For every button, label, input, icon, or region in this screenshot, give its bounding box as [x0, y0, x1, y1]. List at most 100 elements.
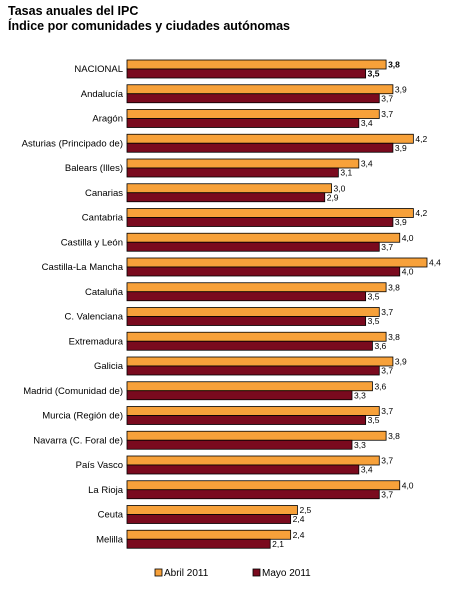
bar-abril [126, 133, 414, 144]
value-label-mayo: 3,6 [374, 341, 386, 351]
category-label: NACIONAL [74, 64, 123, 75]
bar-abril [126, 430, 387, 441]
bar-abril [126, 381, 373, 392]
bar-mayo [126, 266, 401, 277]
value-label-mayo: 3,4 [361, 465, 373, 475]
value-label-mayo: 3,5 [368, 291, 380, 301]
value-label-abril: 3,7 [381, 109, 393, 119]
category-label: Ceuta [98, 510, 124, 521]
value-label-abril: 3,7 [381, 307, 393, 317]
bar-abril [126, 208, 414, 218]
bar-abril [126, 307, 380, 317]
chart-titles: Tasas anuales del IPC Índice por comunid… [8, 4, 290, 34]
category-label: País Vasco [76, 460, 123, 471]
value-label-abril: 3,4 [361, 159, 373, 169]
bar-mayo [126, 68, 367, 79]
bar-mayo [126, 118, 360, 128]
category-label: Cantabria [82, 213, 124, 224]
value-label-abril: 3,6 [374, 381, 386, 391]
category-label: La Rioja [88, 485, 124, 496]
value-label-mayo: 3,3 [354, 440, 366, 450]
legend-mayo-swatch [252, 568, 261, 577]
bar-abril [126, 84, 394, 95]
value-label-mayo: 2,4 [293, 514, 305, 524]
bar-mayo [126, 538, 271, 549]
bar-abril [126, 331, 387, 342]
value-label-mayo: 2,9 [327, 192, 339, 202]
category-label: Asturias (Principado de) [22, 138, 123, 149]
bar-abril [126, 232, 401, 243]
value-label-mayo: 2,1 [272, 539, 284, 549]
value-label-abril: 4,2 [415, 208, 427, 218]
value-label-abril: 4,2 [415, 134, 427, 144]
value-label-abril: 4,4 [429, 258, 441, 268]
value-label-abril: 3,8 [388, 431, 400, 441]
legend-mayo-label: Mayo 2011 [262, 568, 311, 579]
bar-abril [126, 109, 380, 119]
category-label: Melilla [96, 534, 124, 545]
value-label-abril: 4,0 [402, 480, 414, 490]
bar-abril [126, 505, 298, 515]
value-label-abril: 3,9 [395, 84, 407, 94]
bar-mayo [126, 489, 380, 500]
value-label-mayo: 3,3 [354, 390, 366, 400]
bar-mayo [126, 316, 367, 326]
category-label: Galicia [94, 361, 124, 372]
bar-abril [126, 257, 428, 268]
category-label: C. Valenciana [65, 312, 124, 323]
bar-mayo [126, 142, 394, 153]
bar-mayo [126, 415, 367, 425]
bar-abril [126, 183, 332, 194]
category-label: Extremadura [69, 336, 124, 347]
bar-abril [126, 455, 380, 466]
bar-mayo [126, 390, 353, 401]
bar-mayo [126, 192, 326, 203]
value-label-mayo: 3,5 [368, 316, 380, 326]
bar-mayo [126, 93, 380, 104]
bar-mayo [126, 217, 394, 227]
value-label-abril: 3,0 [334, 183, 346, 193]
legend-abril-label: Abril 2011 [164, 568, 209, 579]
value-label-abril: 3,8 [388, 60, 400, 70]
value-label-mayo: 3,7 [381, 366, 393, 376]
bar-mayo [126, 241, 380, 252]
value-label-abril: 3,7 [381, 456, 393, 466]
category-label: Canarias [85, 188, 123, 199]
value-label-abril: 2,5 [299, 505, 311, 515]
chart-subtitle: Índice por comunidades y ciudades autóno… [8, 19, 291, 33]
value-label-abril: 2,4 [293, 530, 305, 540]
value-label-mayo: 3,5 [368, 415, 380, 425]
bar-mayo [126, 439, 353, 450]
category-label: Castilla y León [61, 237, 123, 248]
bar-abril [126, 480, 401, 491]
bar-abril [126, 59, 387, 70]
value-label-mayo: 3,9 [395, 217, 407, 227]
bar-abril [126, 356, 394, 367]
legend-abril-swatch [154, 568, 163, 577]
category-label: Andalucía [81, 89, 124, 100]
category-label: Castilla-La Mancha [42, 262, 124, 273]
bar-abril [126, 406, 380, 416]
category-label: Balears (Illes) [65, 163, 123, 174]
category-label: Cataluña [85, 287, 124, 298]
value-label-mayo: 3,4 [361, 118, 373, 128]
bar-mayo [126, 365, 380, 376]
bar-abril [126, 158, 360, 169]
bar-abril [126, 282, 387, 293]
value-label-mayo: 3,5 [368, 69, 380, 79]
bar-mayo [126, 167, 339, 178]
category-label: Navarra (C. Foral de) [33, 435, 123, 446]
bar-mayo [126, 291, 367, 302]
value-label-abril: 3,9 [395, 357, 407, 367]
value-label-mayo: 3,7 [381, 93, 393, 103]
category-label: Madrid (Comunidad de) [23, 386, 123, 397]
category-label: Murcia (Región de) [42, 411, 123, 422]
value-label-mayo: 4,0 [402, 267, 414, 277]
value-label-abril: 3,7 [381, 406, 393, 416]
bar-abril [126, 529, 292, 540]
value-label-mayo: 3,1 [340, 168, 352, 178]
chart-title: Tasas anuales del IPC [8, 4, 139, 18]
value-label-abril: 4,0 [402, 233, 414, 243]
value-label-mayo: 3,7 [381, 489, 393, 499]
